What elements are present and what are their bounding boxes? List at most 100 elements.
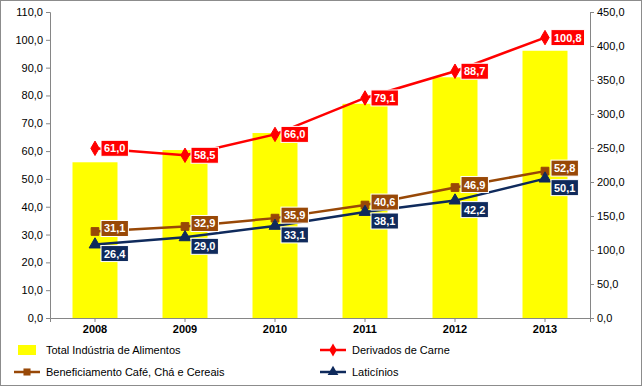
data-label-box — [281, 126, 308, 142]
y2-axis-tick-mark — [590, 284, 594, 285]
y-axis-tick: 110,0 — [16, 6, 50, 18]
data-label-box — [551, 160, 578, 176]
x-axis-tick: 2010 — [263, 318, 287, 335]
x-axis-tick-mark — [275, 318, 276, 322]
data-label-text: 66,0 — [284, 128, 305, 140]
marker — [271, 127, 279, 141]
data-label-box — [371, 194, 398, 210]
data-label: 35,9 — [281, 207, 308, 223]
data-label: 32,9 — [191, 215, 218, 231]
data-label-box — [101, 140, 128, 156]
y2-axis-tick-label: 400,0 — [597, 40, 625, 52]
marker — [89, 238, 101, 248]
data-label: 38,1 — [371, 213, 398, 229]
y-axis-tick: 40,0 — [22, 201, 50, 213]
legend-item: Laticínios — [320, 366, 399, 378]
x-axis-tick-mark — [95, 318, 96, 322]
x-axis-tick-label: 2012 — [443, 323, 467, 335]
y2-axis-tick-label: 200,0 — [597, 176, 625, 188]
x-axis: 2008 2009 2010 2011 2012 2013 — [51, 318, 591, 335]
marker — [91, 141, 99, 155]
data-label-box — [551, 180, 578, 196]
legend-swatch — [18, 345, 36, 355]
data-label: 26,4 — [101, 246, 128, 262]
data-label: 66,0 — [281, 126, 308, 142]
y-axis-tick-mark — [46, 40, 50, 41]
y-axis-tick: 80,0 — [22, 89, 50, 101]
data-label-box — [281, 227, 308, 243]
y-axis-tick-label: 90,0 — [22, 62, 43, 74]
marker — [181, 223, 189, 231]
marker — [451, 184, 459, 192]
y2-axis-tick-label: 50,0 — [597, 278, 618, 290]
line — [95, 38, 545, 156]
data-label: 88,7 — [461, 63, 488, 79]
y2-axis-tick: 300,0 — [590, 108, 625, 120]
legend-marker — [23, 368, 30, 375]
legend: Total Indústria de Alimentos Derivados de… — [14, 343, 450, 378]
y2-axis-tick-mark — [590, 148, 594, 149]
x-axis-tick-label: 2009 — [173, 323, 197, 335]
y-axis-tick-mark — [46, 179, 50, 180]
y2-axis-tick-label: 350,0 — [597, 74, 625, 86]
marker — [361, 91, 369, 105]
y2-axis-tick: 200,0 — [590, 176, 625, 188]
y-axis-tick-label: 30,0 — [22, 229, 43, 241]
legend-marker — [329, 343, 337, 356]
y-axis-tick-label: 0,0 — [28, 312, 43, 324]
y-axis-tick: 50,0 — [22, 173, 50, 185]
y2-axis-tick-mark — [590, 216, 594, 217]
data-label: 46,9 — [461, 177, 488, 193]
data-label: 31,1 — [101, 220, 128, 236]
y-axis-tick-mark — [46, 151, 50, 152]
data-label-box — [191, 238, 218, 254]
data-label-text: 26,4 — [104, 248, 126, 260]
y2-axis-tick: 350,0 — [590, 74, 625, 86]
data-label-box — [371, 90, 398, 106]
y-axis-tick: 10,0 — [22, 284, 50, 296]
data-label-text: 79,1 — [374, 92, 395, 104]
data-label-text: 38,1 — [374, 215, 395, 227]
marker — [449, 194, 461, 204]
legend-item: Beneficiamento Café, Chá e Cereais — [14, 366, 225, 378]
x-axis-tick-label: 2008 — [83, 323, 107, 335]
data-label: 61,0 — [101, 140, 128, 156]
marker — [179, 231, 191, 241]
x-axis-tick-label: 2010 — [263, 323, 287, 335]
data-label-box — [281, 207, 308, 223]
legend-label: Derivados de Carne — [352, 344, 450, 356]
legend-label: Total Indústria de Alimentos — [46, 344, 181, 356]
y2-axis-tick-label: 450,0 — [597, 6, 625, 18]
y-axis-tick-mark — [46, 318, 50, 319]
data-label-text: 61,0 — [104, 142, 125, 154]
y-axis-tick-mark — [46, 68, 50, 69]
x-axis-tick: 2009 — [173, 318, 197, 335]
y2-axis-tick-mark — [590, 250, 594, 251]
data-label: 42,2 — [461, 202, 488, 218]
data-label-text: 32,9 — [194, 217, 215, 229]
y-axis-tick-mark — [46, 290, 50, 291]
data-label-box — [461, 177, 488, 193]
y2-axis-tick-label: 300,0 — [597, 108, 625, 120]
y2-axis-tick: 450,0 — [590, 6, 625, 18]
y2-axis-tick: 50,0 — [590, 278, 618, 290]
x-axis-tick-label: 2013 — [533, 323, 557, 335]
data-label-text: 52,8 — [554, 162, 575, 174]
y2-axis-tick-label: 250,0 — [597, 142, 625, 154]
data-label-box — [461, 202, 488, 218]
data-label-text: 50,1 — [554, 182, 575, 194]
y2-axis-tick-mark — [590, 80, 594, 81]
data-label: 100,8 — [551, 30, 585, 46]
y-axis-tick: 30,0 — [22, 229, 50, 241]
y-axis-tick-label: 70,0 — [22, 117, 43, 129]
data-label-box — [191, 147, 218, 163]
y2-axis-tick-label: 0,0 — [597, 312, 612, 324]
data-label-text: 40,6 — [374, 196, 395, 208]
y-axis-tick-label: 40,0 — [22, 201, 43, 213]
x-axis-tick: 2011 — [353, 318, 377, 335]
data-label: 33,1 — [281, 227, 308, 243]
y2-axis-tick-mark — [590, 46, 594, 47]
data-label-text: 29,0 — [194, 240, 215, 252]
data-label-box — [191, 215, 218, 231]
data-label-box — [101, 246, 128, 262]
